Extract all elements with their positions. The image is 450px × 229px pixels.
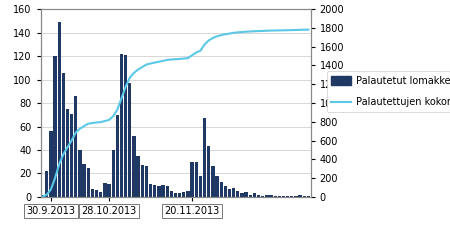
Bar bbox=[182, 192, 185, 197]
Bar bbox=[145, 166, 148, 197]
Bar bbox=[307, 196, 310, 197]
Bar bbox=[220, 182, 223, 197]
Bar bbox=[136, 156, 140, 197]
Bar bbox=[86, 168, 90, 197]
Bar bbox=[199, 176, 202, 197]
Bar bbox=[270, 195, 273, 197]
Bar bbox=[45, 171, 49, 197]
Bar bbox=[207, 147, 211, 197]
Bar bbox=[265, 195, 269, 197]
Bar bbox=[257, 195, 260, 197]
Bar bbox=[162, 185, 165, 197]
Bar bbox=[261, 196, 265, 197]
Bar bbox=[62, 73, 65, 197]
Bar bbox=[149, 184, 152, 197]
Bar bbox=[274, 196, 277, 197]
Bar bbox=[248, 195, 252, 197]
Bar bbox=[166, 186, 169, 197]
Bar bbox=[82, 164, 86, 197]
Bar bbox=[99, 192, 103, 197]
Bar bbox=[194, 162, 198, 197]
Bar bbox=[49, 131, 53, 197]
Bar bbox=[203, 118, 206, 197]
Bar bbox=[240, 194, 243, 197]
Bar bbox=[78, 150, 81, 197]
Bar bbox=[116, 115, 119, 197]
Bar bbox=[41, 195, 44, 197]
Bar bbox=[253, 194, 256, 197]
Bar bbox=[140, 165, 144, 197]
Bar bbox=[70, 114, 73, 197]
Bar bbox=[153, 185, 157, 197]
Bar bbox=[211, 166, 215, 197]
Bar bbox=[298, 195, 302, 197]
Bar bbox=[108, 184, 111, 197]
Bar bbox=[103, 183, 107, 197]
Bar bbox=[224, 186, 227, 197]
Bar bbox=[170, 191, 173, 197]
Bar bbox=[294, 196, 297, 197]
Bar bbox=[216, 176, 219, 197]
Bar bbox=[244, 192, 248, 197]
Bar bbox=[232, 188, 235, 197]
Bar bbox=[286, 196, 289, 197]
Bar bbox=[95, 190, 98, 197]
Bar bbox=[282, 196, 285, 197]
Legend: Palautetut lomakkeet, Palautettujen kokonaismäärä: Palautetut lomakkeet, Palautettujen koko… bbox=[327, 71, 450, 112]
Bar bbox=[58, 22, 61, 197]
Bar bbox=[236, 191, 239, 197]
Bar bbox=[290, 196, 293, 197]
Bar bbox=[157, 186, 161, 197]
Bar bbox=[186, 191, 189, 197]
Bar bbox=[91, 189, 94, 197]
Bar bbox=[112, 150, 115, 197]
Bar bbox=[66, 109, 69, 197]
Bar bbox=[302, 196, 306, 197]
Bar bbox=[178, 194, 181, 197]
Bar bbox=[190, 162, 194, 197]
Bar bbox=[120, 54, 123, 197]
Bar bbox=[74, 96, 77, 197]
Bar bbox=[278, 196, 281, 197]
Bar bbox=[174, 194, 177, 197]
Bar bbox=[128, 83, 131, 197]
Bar bbox=[124, 55, 127, 197]
Bar bbox=[54, 56, 57, 197]
Bar bbox=[132, 136, 135, 197]
Bar bbox=[228, 189, 231, 197]
